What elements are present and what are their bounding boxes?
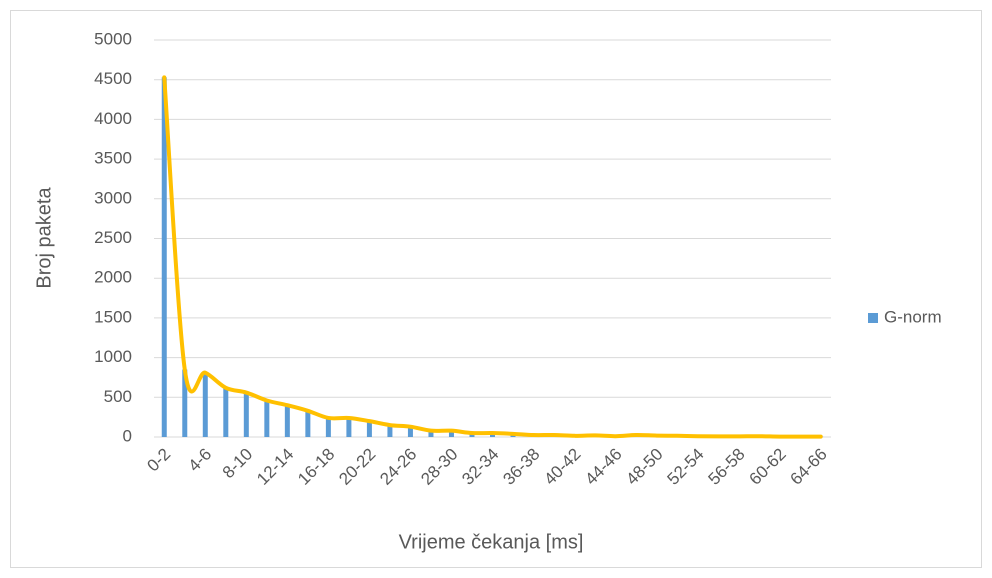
- bar: [305, 410, 311, 437]
- y-tick-label: 500: [104, 387, 132, 406]
- bar: [366, 421, 372, 437]
- y-tick-label: 1000: [94, 347, 132, 366]
- y-tick-label: 0: [123, 426, 132, 445]
- bar: [428, 430, 434, 437]
- y-tick-label: 1500: [94, 307, 132, 326]
- y-tick-label: 5000: [94, 29, 132, 48]
- y-axis-label: Broj paketa: [33, 187, 55, 289]
- bar: [284, 405, 290, 437]
- bar: [264, 400, 270, 437]
- bar: [387, 425, 393, 437]
- legend-label: G-norm: [884, 307, 942, 326]
- bar: [161, 77, 167, 438]
- bar: [407, 426, 413, 437]
- bar: [243, 392, 249, 437]
- y-tick-label: 3000: [94, 188, 132, 207]
- x-axis-label: Vrijeme čekanja [ms]: [399, 531, 584, 553]
- y-tick-label: 2000: [94, 268, 132, 287]
- y-tick-label: 3500: [94, 149, 132, 168]
- bar: [223, 387, 229, 437]
- y-tick-label: 2500: [94, 228, 132, 247]
- y-tick-label: 4500: [94, 69, 132, 88]
- bar: [448, 430, 454, 437]
- bar: [182, 369, 188, 437]
- chart-frame: [10, 10, 982, 568]
- y-tick-label: 4000: [94, 109, 132, 128]
- bar: [346, 417, 352, 437]
- legend-swatch: [868, 313, 878, 323]
- bar: [202, 372, 208, 437]
- smooth-line: [162, 75, 823, 439]
- bar: [325, 417, 331, 437]
